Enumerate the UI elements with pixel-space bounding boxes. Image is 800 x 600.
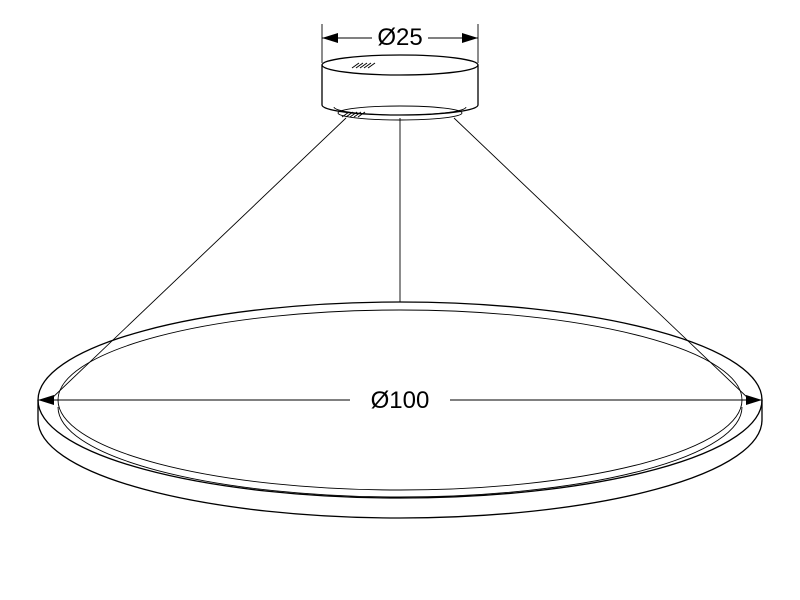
dimension-arrow	[746, 395, 762, 405]
cable-left	[50, 118, 346, 400]
dim25-label: Ø25	[377, 24, 422, 51]
dimension-arrow	[322, 33, 338, 43]
canopy-vent	[352, 63, 375, 68]
dimension-arrow	[38, 395, 54, 405]
ring-inner-front	[58, 407, 742, 497]
ring-side	[38, 400, 762, 518]
canopy-top	[322, 55, 478, 75]
cable-right	[454, 118, 750, 400]
dim100-label: Ø100	[371, 387, 430, 414]
pendant-lamp-drawing: Ø25 Ø100	[0, 0, 800, 600]
dimension-arrow	[462, 33, 478, 43]
